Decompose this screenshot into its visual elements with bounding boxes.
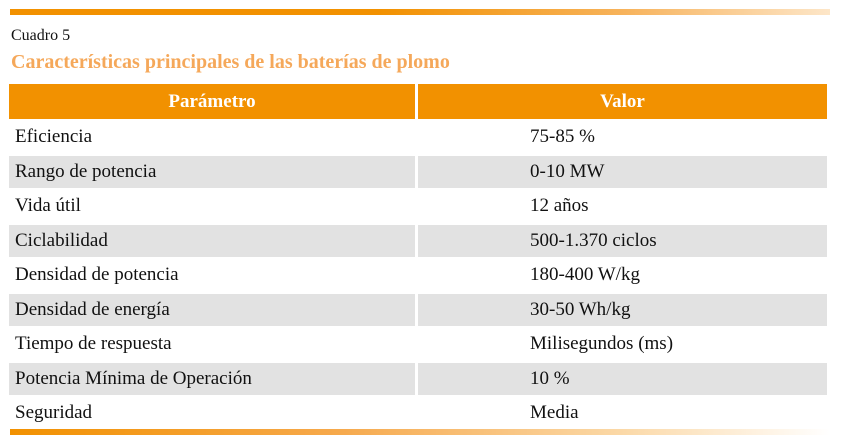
parameter-cell: Densidad de potencia <box>9 258 418 293</box>
parameter-cell: Densidad de energía <box>9 292 418 327</box>
bottom-accent-bar <box>10 429 830 435</box>
parameter-cell: Eficiencia <box>9 120 418 155</box>
table-row: Ciclabilidad 500-1.370 ciclos <box>9 223 827 258</box>
table-row: Seguridad Media <box>9 396 827 430</box>
table-row: Eficiencia 75-85 % <box>9 120 827 155</box>
parameter-cell: Ciclabilidad <box>9 223 418 258</box>
parameter-cell: Rango de potencia <box>9 154 418 189</box>
characteristics-table: Parámetro Valor Eficiencia 75-85 % Rango d… <box>9 84 827 430</box>
parameter-cell: Vida útil <box>9 189 418 224</box>
table-row: Tiempo de respuesta Milisegundos (ms) <box>9 327 827 362</box>
table-title: Características principales de las bater… <box>11 51 450 73</box>
parameter-cell: Seguridad <box>9 396 418 430</box>
top-accent-bar <box>10 9 830 15</box>
value-cell: Milisegundos (ms) <box>530 333 674 355</box>
value-cell: 0-10 MW <box>416 154 827 189</box>
parameter-cell: Potencia Mínima de Operación <box>9 361 418 396</box>
table-row: Vida útil 12 años <box>9 189 827 224</box>
parameter-cell: Tiempo de respuesta <box>9 327 418 362</box>
table-row: Potencia Mínima de Operación 10 % <box>9 361 827 396</box>
value-cell: 30-50 Wh/kg <box>416 292 827 327</box>
header-parameter: Parámetro <box>9 84 418 120</box>
table-row: Densidad de energía 30-50 Wh/kg <box>9 292 827 327</box>
value-cell: 10 % <box>416 361 827 396</box>
table-row: Densidad de potencia 180-400 W/kg <box>9 258 827 293</box>
value-cell: 500-1.370 ciclos <box>416 223 827 258</box>
header-row: Parámetro Valor <box>9 84 827 120</box>
value-cell: Media <box>530 402 579 424</box>
table-caption: Cuadro 5 <box>11 27 71 44</box>
value-cell: 75-85 % <box>530 126 595 148</box>
value-cell: 12 años <box>530 195 589 217</box>
header-value: Valor <box>416 84 827 120</box>
value-cell: 180-400 W/kg <box>530 264 640 286</box>
table-row: Rango de potencia 0-10 MW <box>9 154 827 189</box>
